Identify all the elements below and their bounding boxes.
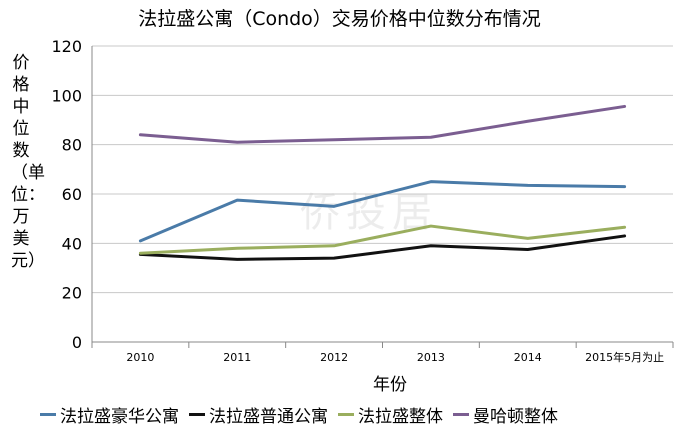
series-line-2 (138, 234, 627, 261)
chart-title: 法拉盛公寓（Condo）交易价格中位数分布情况 (138, 8, 541, 30)
x-axis-label: 年份 (373, 375, 407, 395)
x-tick-label: 2012 (320, 351, 348, 364)
legend-label: 法拉盛整体 (358, 406, 443, 427)
y-tick-label: 100 (51, 86, 82, 105)
legend-label: 曼哈顿整体 (473, 406, 558, 427)
y-tick-label: 40 (62, 234, 82, 253)
legend-swatch (453, 412, 469, 416)
legend-label: 法拉盛豪华公寓 (60, 406, 179, 427)
y-tick-label: 20 (62, 284, 82, 303)
x-tick-label: 2015年5月为止 (585, 350, 664, 364)
legend-item: 法拉盛整体 (338, 402, 443, 427)
series-line-3 (138, 224, 627, 255)
x-tick-label: 2013 (417, 351, 445, 364)
legend-item: 曼哈顿整体 (453, 402, 558, 427)
legend-swatch (338, 412, 354, 416)
y-tick-label: 120 (51, 37, 82, 56)
chart-legend: 法拉盛豪华公寓 法拉盛普通公寓 法拉盛整体 曼哈顿整体 (40, 401, 679, 427)
legend-label: 法拉盛普通公寓 (209, 406, 328, 427)
y-tick-label: 0 (72, 333, 82, 352)
legend-swatch (40, 412, 56, 416)
legend-swatch (189, 412, 205, 416)
series-line-1 (138, 180, 627, 243)
legend-item: 法拉盛豪华公寓 (40, 402, 179, 427)
x-tick-label: 2014 (514, 351, 542, 364)
y-tick-label: 80 (62, 136, 82, 155)
y-tick-label: 60 (62, 185, 82, 204)
x-tick-label: 2010 (126, 351, 154, 364)
series-line-4 (138, 104, 627, 144)
x-tick-label: 2011 (223, 351, 251, 364)
legend-item: 法拉盛普通公寓 (189, 402, 328, 427)
line-chart: 0 20 40 60 80 100 120 2010 2011 2012 2013 2014 2015年… (51, 37, 674, 364)
